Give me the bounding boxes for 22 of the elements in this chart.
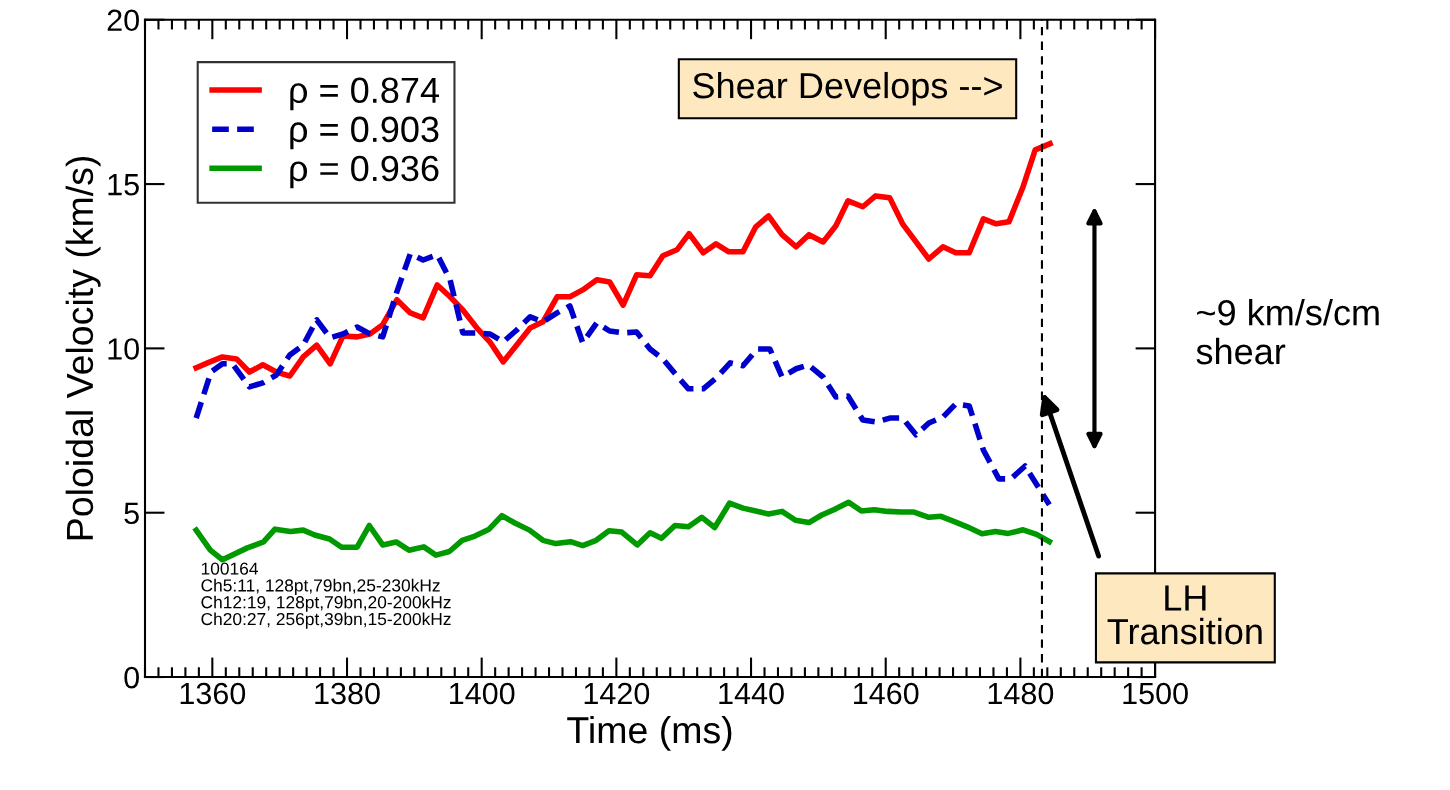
y-tick-label: 15 <box>108 174 139 196</box>
x-tick-label: 1460 <box>854 682 919 705</box>
x-tick-label: 1420 <box>584 682 650 705</box>
x-tick-label: 1440 <box>719 682 784 705</box>
x-tick-label: 1400 <box>450 682 515 705</box>
annotation: LH Transition <box>1107 585 1262 645</box>
y-tick-label: 10 <box>108 338 139 360</box>
annotation: Shear Develops --> <box>693 71 1002 106</box>
x-tick-label: 1380 <box>315 682 380 705</box>
legend-label: ρ = 0.874 <box>290 77 439 111</box>
text: ~9 km/s/cm shear <box>1196 298 1379 365</box>
x-axis-title: Time (ms) <box>567 715 732 751</box>
annotation: 100164 Ch5:11, 128pt,79bn,25-230kHz Ch12:19, 128pt,79bn,20-200kHz Ch20:27, 256pt,39bn,15-200kHz <box>201 562 451 629</box>
x-tick-label: 1500 <box>1123 682 1188 705</box>
legend-label: ρ = 0.936 <box>290 155 439 189</box>
y-tick-label: 0 <box>124 666 139 689</box>
y-axis-title: Poloidal Velocity (km/s) <box>65 156 101 540</box>
x-tick-label: 1360 <box>180 682 246 705</box>
y-tick-label: 5 <box>124 502 139 525</box>
x-tick-label: 1480 <box>988 682 1054 705</box>
y-tick-label: 20 <box>107 9 139 32</box>
legend-label: ρ = 0.903 <box>290 116 439 150</box>
